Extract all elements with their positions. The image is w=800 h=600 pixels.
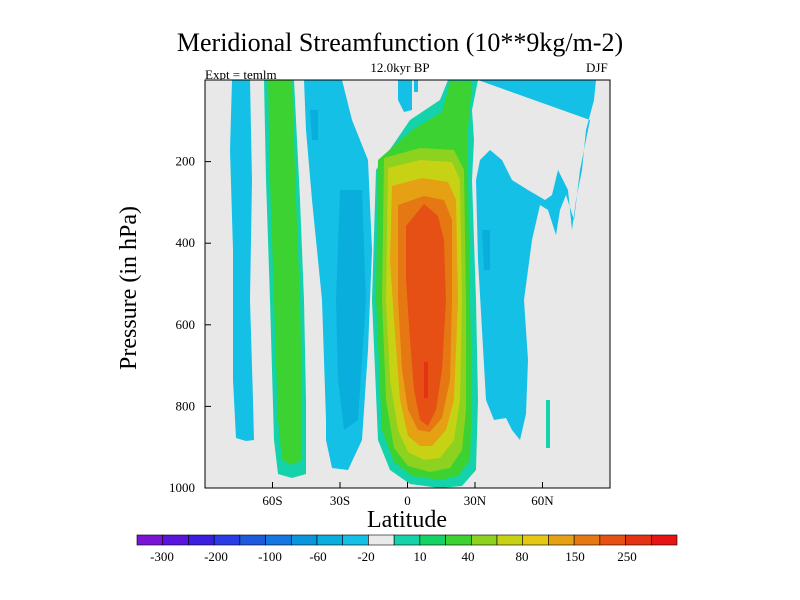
nh-ferrel (476, 80, 596, 440)
colorbar-label: 80 (516, 549, 529, 564)
x-tick-label: 0 (404, 493, 411, 508)
colorbar-label: 150 (565, 549, 585, 564)
y-tick-label: 400 (176, 235, 196, 250)
sh-polar-green (268, 80, 302, 465)
chart-title: Meridional Streamfunction (10**9kg/m-2) (176, 28, 624, 57)
y-tick-label: 200 (176, 154, 196, 169)
x-tick-label: 60N (531, 493, 554, 508)
y-tick-label: 600 (176, 317, 196, 332)
colorbar-swatch (650, 534, 678, 546)
colorbar-swatch (599, 534, 626, 546)
x-axis-ticks: 60S 30S 0 30N 60N (262, 482, 554, 508)
colorbar-swatch (265, 534, 292, 546)
colorbar-swatch (342, 534, 369, 546)
y-tick-label: 800 (176, 398, 196, 413)
colorbar-label: 40 (462, 549, 475, 564)
colorbar-swatch (419, 534, 446, 546)
colorbar-swatch (625, 534, 652, 546)
x-tick-label: 30N (464, 493, 487, 508)
contour-fills (230, 80, 596, 488)
colorbar-swatch (239, 534, 266, 546)
colorbar-swatch (162, 534, 189, 546)
sh-midlat-blue-core (310, 110, 366, 430)
colorbar-label: -20 (357, 549, 374, 564)
colorbar-label: 250 (617, 549, 637, 564)
sh-outer-cell (230, 80, 254, 441)
colorbar-swatch (496, 534, 524, 546)
colorbar-label: -200 (204, 549, 228, 564)
colorbar-swatch (470, 534, 498, 546)
colorbar-swatch (136, 534, 164, 546)
upper-blue-patch (398, 80, 412, 112)
y-axis-ticks: 200 400 600 800 1000 (169, 154, 211, 495)
colorbar-label: -60 (309, 549, 326, 564)
colorbar (136, 534, 678, 546)
colorbar-labels: -300 -200 -100 -60 -20 10 40 80 150 250 (150, 549, 637, 564)
y-tick-label: 1000 (169, 480, 195, 495)
colorbar-swatch (522, 534, 549, 546)
time-label: 12.0kyr BP (370, 60, 430, 75)
colorbar-swatch (368, 534, 395, 546)
hadley-250 (406, 204, 446, 426)
experiment-label: Expt = temlm (205, 67, 277, 82)
colorbar-swatch (316, 534, 344, 546)
upper-blue-patch-2 (414, 80, 418, 92)
colorbar-label: -100 (258, 549, 282, 564)
colorbar-swatch (213, 534, 241, 546)
colorbar-swatch (548, 534, 575, 546)
colorbar-label: -300 (150, 549, 174, 564)
colorbar-swatch (290, 534, 318, 546)
colorbar-label: 10 (414, 549, 427, 564)
colorbar-swatch (188, 534, 215, 546)
colorbar-swatch (573, 534, 601, 546)
colorbar-swatch (393, 534, 421, 546)
season-label: DJF (586, 60, 608, 75)
x-axis-title: Latitude (367, 507, 447, 533)
nh-low-green (546, 400, 550, 448)
x-tick-label: 30S (330, 493, 350, 508)
nh-ferrel-core (482, 230, 490, 270)
x-tick-label: 60S (262, 493, 282, 508)
hadley-peak (424, 362, 428, 398)
colorbar-swatch (445, 534, 472, 546)
y-axis-title: Pressure (in hPa) (116, 206, 142, 370)
